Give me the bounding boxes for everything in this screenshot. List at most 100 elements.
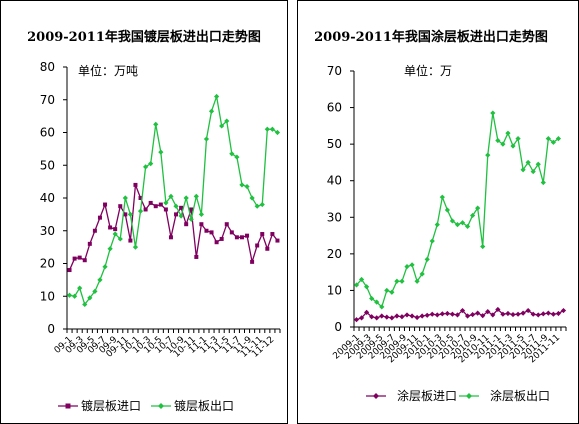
data-point: [535, 312, 541, 318]
data-point: [414, 278, 420, 284]
data-point: [72, 293, 78, 299]
data-point: [495, 306, 501, 313]
legend-label: 镀层板出口: [174, 399, 234, 413]
data-point: [77, 285, 83, 291]
data-point: [404, 264, 410, 270]
data-point: [384, 314, 390, 320]
left-chart-legend: 镀层板进口 镀层板出口: [58, 399, 234, 413]
data-point: [153, 204, 158, 209]
data-point: [454, 312, 461, 318]
data-point: [394, 278, 400, 284]
y-tick-label: 10: [40, 289, 55, 303]
y-tick-label: 50: [40, 158, 55, 172]
data-point: [379, 313, 385, 319]
data-point: [424, 312, 430, 318]
data-point: [127, 211, 133, 217]
data-point: [399, 314, 405, 320]
data-point: [389, 289, 395, 295]
right-chart-y-ticks: 0 10 20 30 40 50 60 70: [327, 64, 354, 334]
data-point: [274, 129, 281, 136]
y-tick-label: 20: [327, 247, 342, 261]
data-point: [269, 126, 275, 132]
data-point: [464, 313, 471, 319]
data-point: [239, 235, 244, 240]
data-point: [490, 110, 496, 116]
data-point: [545, 136, 551, 142]
data-point: [270, 232, 275, 237]
data-point: [123, 212, 128, 217]
data-point: [358, 315, 365, 321]
data-point: [234, 235, 239, 240]
data-point: [510, 311, 516, 318]
legend-label: 涂层板出口: [490, 388, 550, 403]
data-point: [168, 193, 174, 199]
data-point: [128, 238, 133, 243]
data-point: [459, 307, 466, 314]
data-point: [369, 295, 375, 302]
legend-label: 镀层板进口: [81, 399, 141, 413]
data-point: [555, 136, 562, 142]
data-point: [429, 311, 435, 317]
data-point: [449, 311, 456, 317]
data-point: [66, 292, 73, 298]
data-point: [87, 295, 93, 301]
data-point: [229, 151, 235, 157]
data-point: [188, 216, 194, 222]
data-point: [77, 255, 82, 260]
data-point: [525, 159, 531, 166]
data-point: [173, 203, 179, 209]
y-tick-label: 20: [40, 257, 55, 271]
data-point: [374, 315, 380, 321]
data-point: [250, 259, 255, 264]
data-point: [470, 311, 476, 318]
data-point: [209, 230, 214, 235]
data-point: [208, 108, 215, 114]
data-point: [137, 208, 144, 214]
data-point: [550, 139, 556, 145]
data-point: [194, 254, 199, 259]
data-point: [204, 228, 209, 233]
data-point: [97, 277, 103, 283]
y-tick-label: 60: [40, 126, 55, 140]
data-point: [143, 207, 148, 212]
left-chart-title: 2009-2011年我国镀层板进出口走势图: [27, 29, 261, 45]
data-point: [275, 238, 280, 243]
data-point: [203, 136, 210, 142]
data-point: [107, 246, 113, 252]
data-point: [265, 246, 270, 251]
right-chart-title: 2009-2011年我国涂层板进出口走势图: [314, 29, 548, 45]
data-point: [409, 313, 415, 319]
data-point: [245, 233, 250, 238]
y-tick-label: 40: [40, 191, 55, 205]
data-point: [434, 312, 440, 318]
data-point: [384, 287, 390, 294]
data-point: [82, 301, 88, 308]
data-point: [434, 222, 440, 228]
data-point: [112, 231, 118, 237]
data-point: [353, 317, 360, 323]
legend-marker: [158, 403, 164, 409]
data-point: [184, 222, 189, 227]
data-point: [148, 200, 153, 205]
data-point: [117, 236, 123, 242]
data-point: [510, 143, 516, 149]
right-chart-unit: 单位：万: [404, 63, 452, 78]
data-point: [92, 228, 97, 233]
data-point: [470, 212, 476, 219]
y-tick-label: 40: [327, 174, 342, 188]
data-point: [254, 203, 260, 209]
data-point: [255, 243, 260, 248]
data-point: [87, 241, 92, 246]
data-point: [118, 204, 123, 209]
data-point: [72, 256, 77, 261]
legend-label: 涂层板进口: [397, 388, 457, 403]
data-point: [520, 310, 526, 316]
data-point: [485, 309, 491, 315]
data-point: [113, 227, 118, 232]
data-point: [550, 311, 556, 317]
data-point: [364, 309, 370, 315]
data-point: [399, 278, 405, 284]
data-point: [108, 225, 113, 230]
y-tick-label: 0: [47, 322, 55, 336]
data-point: [163, 200, 169, 206]
